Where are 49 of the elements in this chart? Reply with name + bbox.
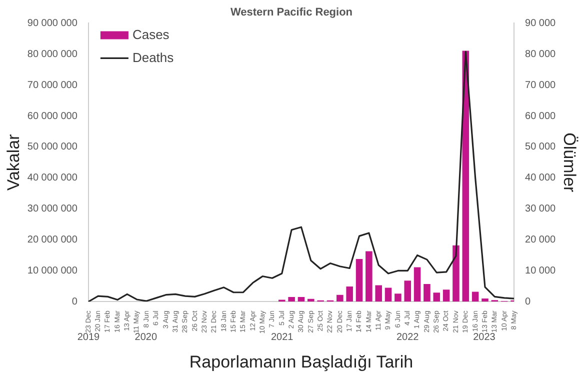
y-tick-label: 40 000 000 [27,172,78,184]
y-tick-label: 90 000 000 [27,18,78,29]
y-axis-title: Vakalar [4,134,23,191]
legend-label: Deaths [132,50,174,65]
bar [356,258,363,302]
text: 2022 [396,332,420,343]
y2-tick-label: 50 000 [525,142,556,153]
bar [384,288,392,302]
bar [298,297,305,302]
y-tick-label: 30 000 000 [27,204,78,215]
chart-title: Western Pacific Region [230,6,353,19]
bar [424,284,430,302]
bar [308,298,314,302]
bar [366,251,372,302]
text: 2021 [270,332,294,343]
text: 2023 [473,332,496,343]
legend-label: Cases [132,26,170,42]
y-tick-label: 0 [72,296,78,308]
bar [414,267,421,302]
y-tick-label: 80 000 000 [27,48,78,60]
y-tick-label: 60 000 000 [27,110,78,122]
y2-tick-label: 30 000 [525,204,556,215]
y2-tick-label: 10 000 [525,265,556,276]
y2-tick-label: 70 000 [525,80,556,91]
y2-axis-title: Ölümler [560,132,580,193]
y2-tick-label: 40 000 [525,172,556,184]
bar [452,245,460,302]
bar [375,285,382,302]
text: 2019 [77,332,100,343]
bar [472,292,479,302]
y-tick-label: 50 000 000 [27,142,78,153]
bar [404,280,412,302]
bar [288,297,295,302]
text: 2020 [134,332,158,343]
bar [336,294,344,302]
y2-tick-label: 0 [525,296,532,308]
y2-tick-label: 80 000 [525,48,556,60]
bar [346,286,353,302]
y-tick-label: 10 000 000 [27,265,78,276]
y-tick-label: 70 000 000 [27,80,78,91]
y2-tick-label: 60 000 [525,110,556,122]
y-tick-label: 20 000 000 [27,234,78,246]
bar [394,294,402,302]
y2-tick-label: 20 000 [525,234,556,246]
y2-tick-label: 90 000 [525,18,556,29]
bar [442,290,450,302]
x-axis-title: Raporlamanın Başladığı Tarih [189,352,414,372]
bar [482,298,488,302]
bar [433,292,440,302]
